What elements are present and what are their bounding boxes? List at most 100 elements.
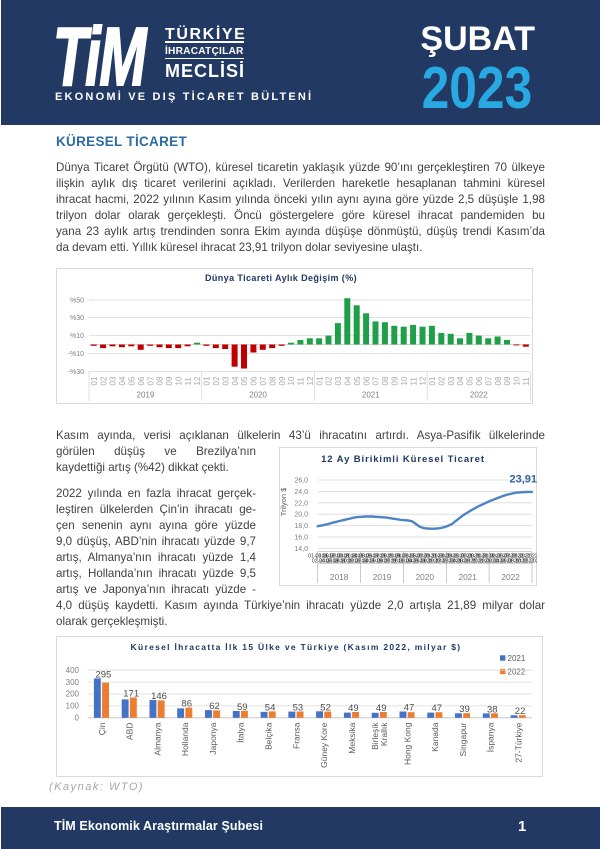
svg-text:49: 49: [348, 703, 359, 714]
svg-text:47: 47: [404, 703, 415, 714]
svg-text:%50: %50: [70, 298, 84, 305]
svg-text:62: 62: [209, 701, 220, 712]
svg-text:Almanya: Almanya: [152, 722, 162, 755]
svg-text:11: 11: [409, 377, 418, 386]
svg-text:01: 01: [315, 376, 324, 385]
svg-text:04-2020: 04-2020: [406, 558, 425, 564]
svg-text:Kanada: Kanada: [430, 722, 440, 752]
svg-text:09-2022: 09-2022: [512, 554, 531, 560]
svg-text:Hong Kong: Hong Kong: [402, 722, 412, 765]
svg-text:04: 04: [231, 376, 240, 385]
svg-text:22: 22: [515, 706, 526, 717]
svg-text:01-2021: 01-2021: [439, 554, 458, 560]
svg-text:06-2020: 06-2020: [413, 558, 432, 564]
svg-text:09-2018: 09-2018: [337, 554, 356, 560]
svg-text:02: 02: [99, 376, 108, 385]
svg-text:09-2019: 09-2019: [381, 554, 400, 560]
svg-text:05-2020: 05-2020: [410, 554, 429, 560]
svg-text:01-2020: 01-2020: [395, 554, 414, 560]
svg-text:10-2019: 10-2019: [384, 558, 403, 564]
svg-text:03-2018: 03-2018: [315, 554, 334, 560]
svg-text:53: 53: [293, 703, 304, 714]
svg-text:03-2021: 03-2021: [446, 554, 465, 560]
svg-text:06-2021: 06-2021: [457, 558, 476, 564]
svg-text:11-2020: 11-2020: [432, 554, 451, 560]
svg-text:06-2022: 06-2022: [501, 558, 520, 564]
svg-text:38: 38: [487, 704, 498, 715]
svg-text:08-2022: 08-2022: [508, 558, 527, 564]
svg-text:2022: 2022: [501, 572, 520, 582]
svg-text:05-2021: 05-2021: [453, 554, 472, 560]
svg-text:300: 300: [66, 678, 80, 687]
svg-text:09-2021: 09-2021: [468, 554, 487, 560]
svg-text:200: 200: [66, 690, 80, 699]
svg-text:05: 05: [128, 376, 137, 385]
svg-text:08: 08: [494, 376, 503, 385]
svg-text:03: 03: [221, 376, 230, 385]
svg-text:02-2020: 02-2020: [399, 558, 418, 564]
svg-text:02-2019: 02-2019: [355, 558, 374, 564]
svg-text:01-2022: 01-2022: [482, 554, 501, 560]
svg-text:02: 02: [212, 376, 221, 385]
svg-text:14,0: 14,0: [294, 546, 308, 553]
svg-text:İtalya: İtalya: [236, 722, 246, 743]
svg-text:Dünya Ticareti Aylık Değişim (: Dünya Ticareti Aylık Değişim (%): [205, 273, 357, 283]
svg-text:12: 12: [193, 376, 202, 385]
svg-text:Belçika: Belçika: [264, 722, 274, 750]
svg-text:-%10: -%10: [68, 351, 84, 358]
svg-text:02: 02: [438, 376, 447, 385]
svg-text:12 Ay Birikimli Küresel Ticare: 12 Ay Birikimli Küresel Ticaret: [321, 454, 485, 465]
svg-text:07: 07: [372, 376, 381, 385]
svg-text:05: 05: [353, 376, 362, 385]
svg-text:Meksika: Meksika: [347, 722, 357, 753]
svg-text:10: 10: [400, 376, 409, 385]
svg-text:12: 12: [419, 376, 428, 385]
svg-text:08: 08: [268, 376, 277, 385]
svg-text:400: 400: [66, 666, 80, 675]
svg-text:39: 39: [459, 704, 470, 715]
svg-text:Krallık: Krallık: [379, 722, 389, 746]
svg-text:11: 11: [522, 377, 531, 386]
svg-text:08: 08: [156, 376, 165, 385]
svg-text:-%30: -%30: [68, 369, 84, 376]
svg-text:2020: 2020: [416, 572, 435, 582]
svg-text:11-2018: 11-2018: [345, 554, 364, 560]
svg-text:12-2021: 12-2021: [479, 558, 498, 564]
svg-text:59: 59: [237, 702, 248, 713]
svg-text:Singapur: Singapur: [458, 722, 468, 756]
svg-text:09: 09: [503, 376, 512, 385]
svg-text:01: 01: [90, 376, 99, 385]
svg-text:100: 100: [66, 702, 80, 711]
svg-text:10: 10: [287, 376, 296, 385]
svg-text:10-2020: 10-2020: [428, 558, 447, 564]
svg-text:26,0: 26,0: [294, 478, 308, 485]
svg-text:146: 146: [151, 691, 167, 702]
svg-text:05-2022: 05-2022: [497, 554, 516, 560]
svg-text:2019: 2019: [373, 572, 392, 582]
svg-text:01-2019: 01-2019: [352, 554, 371, 560]
svg-text:52: 52: [320, 702, 331, 713]
svg-text:04: 04: [118, 376, 127, 385]
svg-text:03: 03: [334, 376, 343, 385]
svg-text:08: 08: [381, 376, 390, 385]
svg-text:11-2021: 11-2021: [475, 554, 494, 560]
svg-text:06: 06: [137, 376, 146, 385]
svg-text:10-2022: 10-2022: [515, 558, 534, 564]
svg-text:01: 01: [428, 376, 437, 385]
svg-text:05: 05: [466, 376, 475, 385]
svg-text:2022: 2022: [470, 391, 488, 400]
svg-text:10: 10: [174, 376, 183, 385]
svg-text:12-2019: 12-2019: [392, 558, 411, 564]
svg-text:%10: %10: [70, 333, 84, 340]
svg-text:09-2020: 09-2020: [424, 554, 443, 560]
svg-text:12-2018: 12-2018: [348, 558, 367, 564]
svg-text:04-2019: 04-2019: [363, 558, 382, 564]
svg-text:47: 47: [432, 703, 443, 714]
svg-text:07: 07: [146, 376, 155, 385]
svg-text:04: 04: [344, 376, 353, 385]
svg-text:08-2020: 08-2020: [421, 558, 440, 564]
svg-text:06: 06: [250, 376, 259, 385]
svg-text:07-2020: 07-2020: [417, 554, 436, 560]
svg-text:20,0: 20,0: [294, 512, 308, 519]
svg-text:2019: 2019: [137, 391, 155, 400]
